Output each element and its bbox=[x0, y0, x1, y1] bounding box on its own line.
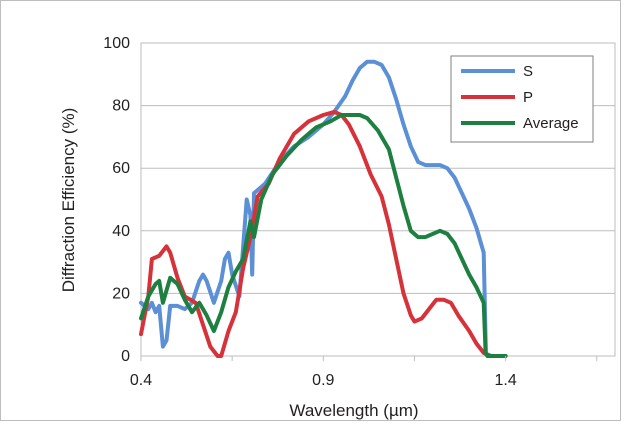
x-tick-label: 1.4 bbox=[494, 372, 516, 389]
y-tick-labels: 0 20 40 60 80 100 bbox=[103, 35, 130, 365]
series-lines bbox=[139, 59, 508, 358]
series-line-p bbox=[139, 109, 508, 358]
grid-lines bbox=[141, 105, 615, 294]
legend: SP Average bbox=[450, 55, 594, 143]
series-line-average bbox=[139, 113, 508, 358]
legend-label-p: P bbox=[523, 89, 533, 106]
y-tick-label: 20 bbox=[112, 285, 130, 302]
legend-label-average: Average bbox=[523, 115, 579, 132]
y-tick-label: 80 bbox=[112, 98, 130, 115]
y-tick-label: 100 bbox=[103, 35, 130, 52]
y-tick-label: 0 bbox=[121, 348, 130, 365]
x-tick-label: 0.9 bbox=[312, 372, 334, 389]
x-axis-label: Wavelength (µm) bbox=[289, 401, 418, 420]
plot-area-border bbox=[140, 42, 616, 357]
y-axis-label: Diffraction Efficiency (%) bbox=[59, 108, 78, 293]
y-tick-label: 60 bbox=[112, 160, 130, 177]
legend-label-s: S bbox=[523, 63, 533, 80]
y-tick-label: 40 bbox=[112, 223, 130, 240]
x-tick-label: 0.4 bbox=[130, 372, 152, 389]
x-tick-labels: 0.4 0.9 1.4 bbox=[130, 356, 598, 389]
